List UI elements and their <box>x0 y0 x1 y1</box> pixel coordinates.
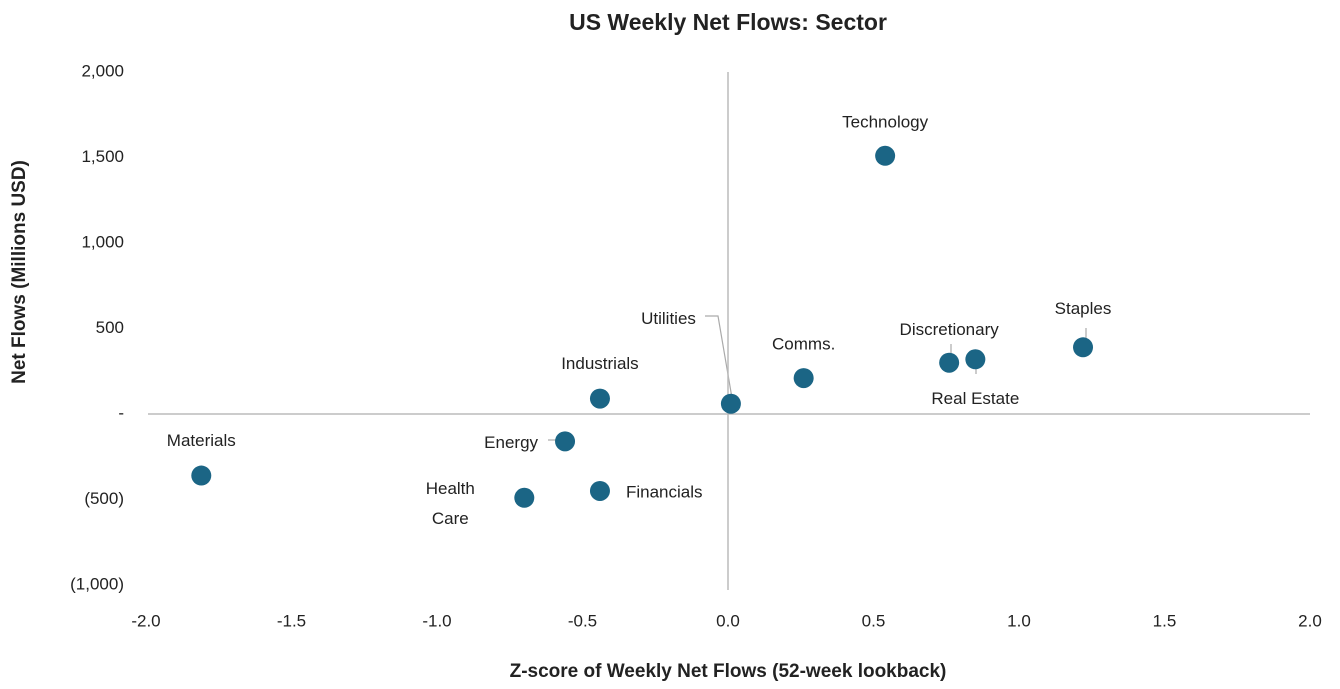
point-label: Discretionary <box>900 320 1000 339</box>
point-label: Financials <box>626 482 703 501</box>
point-label: Energy <box>484 433 538 452</box>
point <box>514 487 535 508</box>
point-label: Staples <box>1055 299 1112 318</box>
x-tick-label: -1.0 <box>422 611 451 630</box>
y-tick-label: 1,500 <box>81 147 124 166</box>
y-tick-label: - <box>118 403 124 422</box>
y-tick-label: 500 <box>96 318 124 337</box>
label-line: Health <box>426 479 475 498</box>
point <box>589 388 610 409</box>
point <box>1073 337 1094 358</box>
x-tick-label: 0.5 <box>862 611 886 630</box>
point <box>939 352 960 373</box>
y-axis-title: Net Flows (Millions USD) <box>9 160 30 384</box>
point-label: Utilities <box>641 309 696 328</box>
y-tick-label: 1,000 <box>81 232 124 251</box>
point <box>589 480 610 501</box>
point <box>793 368 814 389</box>
point-label: Technology <box>842 112 929 131</box>
x-tick-label: -1.5 <box>277 611 306 630</box>
y-tick-label: (1,000) <box>70 574 124 593</box>
point <box>720 393 741 414</box>
point <box>875 145 896 166</box>
y-tick-label: 2,000 <box>81 61 124 80</box>
point <box>191 465 212 486</box>
x-tick-label: 1.0 <box>1007 611 1031 630</box>
x-tick-label: 2.0 <box>1298 611 1322 630</box>
point <box>965 349 986 370</box>
chart-title: US Weekly Net Flows: Sector <box>569 9 887 35</box>
y-tick-label: (500) <box>84 489 124 508</box>
x-tick-label: 0.0 <box>716 611 740 630</box>
point-label: Industrials <box>561 354 638 373</box>
x-axis-title: Z-score of Weekly Net Flows (52-week loo… <box>510 661 947 682</box>
x-tick-label: -0.5 <box>568 611 597 630</box>
x-tick-label: 1.5 <box>1153 611 1177 630</box>
x-tick-label: -2.0 <box>131 611 160 630</box>
point-label: Comms. <box>772 335 835 354</box>
point-label: Materials <box>167 431 236 450</box>
label-line: Care <box>432 509 469 528</box>
point-label: Health Care <box>426 479 475 528</box>
point-label: Real Estate <box>931 389 1019 408</box>
point <box>555 431 576 452</box>
